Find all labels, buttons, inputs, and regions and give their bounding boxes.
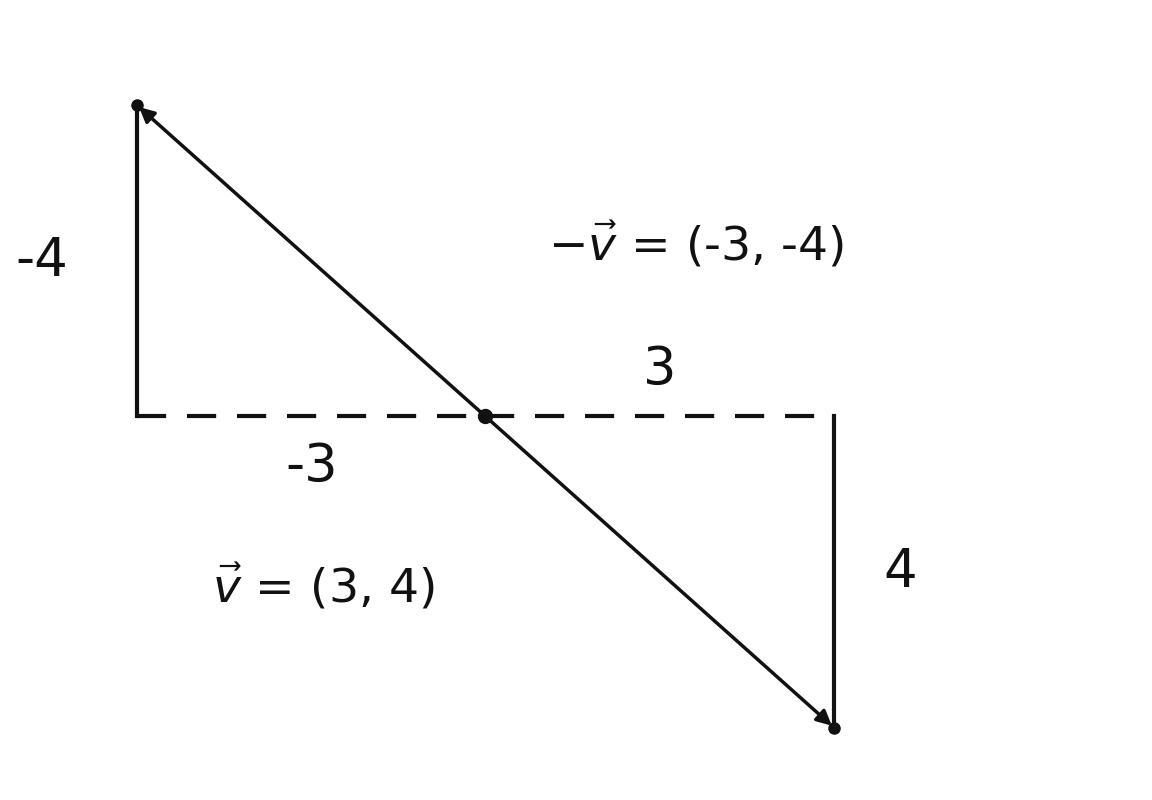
Text: -4: -4: [16, 234, 68, 286]
Text: -3: -3: [285, 441, 338, 493]
Text: 3: 3: [643, 344, 676, 396]
Text: $-\vec{v}$ = (-3, -4): $-\vec{v}$ = (-3, -4): [547, 220, 844, 270]
Text: 4: 4: [884, 546, 917, 598]
Text: $\vec{v}$ = (3, 4): $\vec{v}$ = (3, 4): [212, 562, 434, 613]
